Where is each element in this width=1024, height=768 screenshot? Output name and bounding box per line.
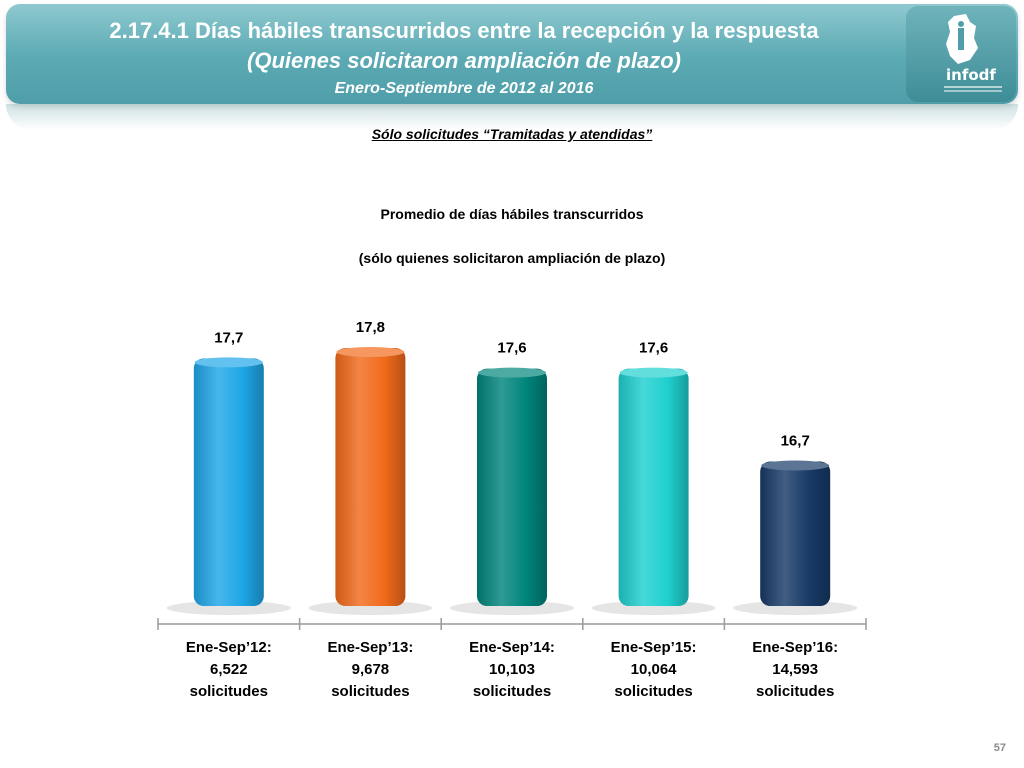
category-label: Ene-Sep’16: 14,593 solicitudes	[725, 637, 865, 703]
category-label: Ene-Sep’14: 10,103 solicitudes	[442, 637, 582, 703]
logo-wordmark: infodf	[946, 66, 996, 84]
bar-5	[760, 461, 831, 606]
bar-shadow	[308, 601, 433, 615]
title-banner: 2.17.4.1 Días hábiles transcurridos entr…	[6, 4, 1018, 104]
category-label-line: 10,103	[489, 661, 535, 678]
chart-subtitle: (sólo quienes solicitaron ampliación de …	[358, 250, 666, 266]
category-label: Ene-Sep’12: 6,522 solicitudes	[159, 637, 299, 703]
category-label-line: Ene-Sep’13:	[327, 639, 414, 656]
value-label: 17,6	[497, 340, 526, 357]
category-label: Ene-Sep’15: 10,064 solicitudes	[584, 637, 724, 703]
bar-1	[193, 358, 264, 606]
category-label-line: Ene-Sep’16:	[752, 639, 839, 656]
bar-shadow	[166, 601, 291, 615]
category-label-line: 14,593	[772, 661, 819, 678]
category-label-line: Ene-Sep’15:	[610, 639, 697, 656]
value-label: 16,7	[781, 433, 810, 450]
page-subtitle: (Quienes solicitaron ampliación de plazo…	[247, 48, 681, 73]
filter-note: Sólo solicitudes “Tramitadas y atendidas…	[371, 126, 653, 142]
category-label-line: Ene-Sep’12:	[185, 639, 272, 656]
bar-cap	[478, 367, 546, 378]
category-label-line: solicitudes	[331, 683, 410, 700]
category-label-line: 6,522	[210, 661, 248, 678]
bar-cap	[194, 357, 263, 368]
category-label-line: 9,678	[351, 661, 390, 678]
category-label-line: solicitudes	[189, 683, 268, 700]
page-number: 57	[993, 742, 1006, 754]
bar-cap	[336, 347, 405, 357]
infodf-logo: infodf	[906, 6, 1016, 102]
city-map-icon	[946, 14, 978, 64]
period-label: Enero-Septiembre de 2012 al 2016	[334, 80, 594, 97]
chart-title: Promedio de días hábiles transcurridos	[380, 206, 644, 222]
value-label: 17,8	[356, 319, 385, 336]
bar-cap	[619, 367, 688, 378]
category-label-line: Ene-Sep’14:	[469, 639, 555, 656]
logo-fine-print	[944, 86, 1002, 88]
page-title: 2.17.4.1 Días hábiles transcurridos entr…	[109, 18, 819, 43]
banner-shadow	[6, 104, 1018, 130]
bar-2	[335, 348, 406, 606]
bar-shadow	[450, 601, 574, 615]
category-label-line: solicitudes	[472, 683, 552, 700]
bar-shadow	[733, 601, 858, 615]
value-label: 17,7	[214, 329, 243, 346]
category-label: Ene-Sep’13: 9,678 solicitudes	[300, 637, 440, 703]
bar-3	[477, 368, 547, 606]
value-label: 17,6	[639, 340, 668, 357]
category-label-line: solicitudes	[614, 683, 693, 700]
bar-4	[618, 368, 689, 606]
bar-cap	[761, 460, 830, 471]
category-label-line: 10,064	[630, 661, 677, 678]
category-label-line: solicitudes	[756, 683, 835, 700]
bar-shadow	[591, 601, 716, 615]
